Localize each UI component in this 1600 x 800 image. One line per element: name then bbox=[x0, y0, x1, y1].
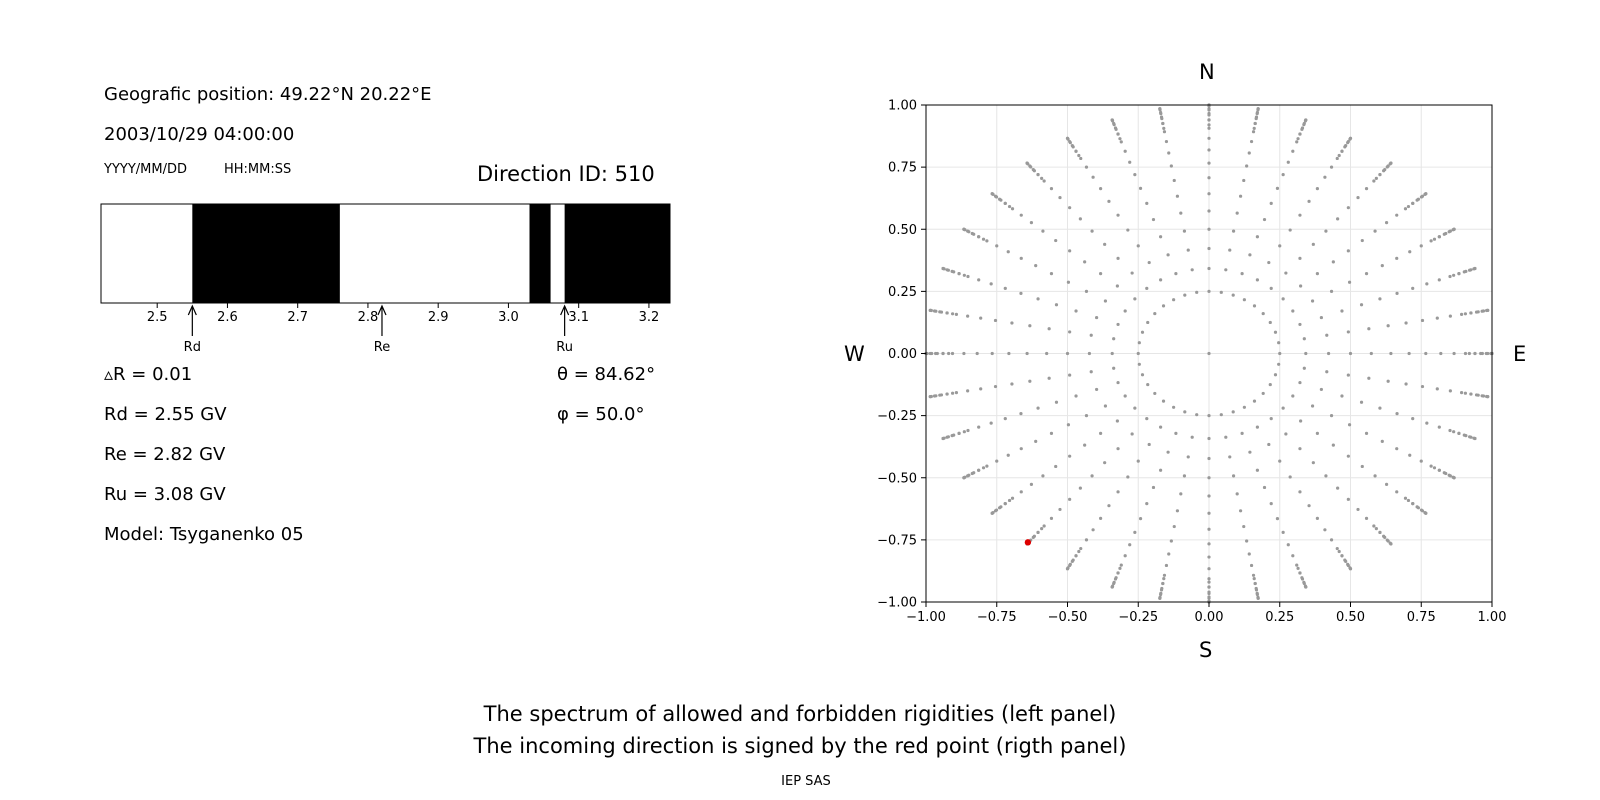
forbidden-band-2 bbox=[564, 204, 670, 303]
compass-west: W bbox=[844, 342, 865, 366]
marker-label-ru: Ru bbox=[556, 340, 573, 355]
forbidden-band-1 bbox=[529, 204, 551, 303]
caption-line-1: The spectrum of allowed and forbidden ri… bbox=[483, 702, 1117, 726]
spectrum-tick-label: 2.6 bbox=[217, 310, 238, 325]
geographic-position: Geografic position: 49.22°N 20.22°E bbox=[104, 84, 432, 105]
ru-value: Ru = 3.08 GV bbox=[104, 484, 226, 505]
re-value: Re = 2.82 GV bbox=[104, 444, 226, 465]
spectrum-tick-label: 2.7 bbox=[287, 310, 308, 325]
credit: IEP SAS bbox=[781, 774, 831, 789]
time-format-label: HH:MM:SS bbox=[224, 162, 292, 177]
rd-value: Rd = 2.55 GV bbox=[104, 404, 227, 425]
delta-r: ▵R = 0.01 bbox=[104, 364, 193, 385]
compass-south: S bbox=[1199, 638, 1213, 662]
direction-id: Direction ID: 510 bbox=[477, 162, 655, 186]
spectrum-tick-label: 2.8 bbox=[358, 310, 379, 325]
spectrum-tick-label: 3.1 bbox=[568, 310, 589, 325]
compass-north: N bbox=[1199, 60, 1215, 84]
spectrum-tick-label: 2.9 bbox=[428, 310, 449, 325]
spectrum-tick-label: 3.2 bbox=[639, 310, 660, 325]
model-name: Model: Tsyganenko 05 bbox=[104, 524, 304, 545]
forbidden-band-0 bbox=[192, 204, 340, 303]
spectrum-tick-label: 2.5 bbox=[147, 310, 168, 325]
marker-arrowhead bbox=[377, 304, 387, 316]
datetime: 2003/10/29 04:00:00 bbox=[104, 124, 295, 145]
marker-arrowhead bbox=[560, 304, 570, 316]
phi-value: φ = 50.0° bbox=[557, 404, 645, 425]
compass-east: E bbox=[1513, 342, 1527, 366]
spectrum-frame bbox=[100, 203, 671, 304]
marker-label-rd: Rd bbox=[184, 340, 201, 355]
marker-arrowhead bbox=[187, 304, 197, 316]
theta-value: θ = 84.62° bbox=[557, 364, 656, 385]
spectrum-tick-label: 3.0 bbox=[498, 310, 519, 325]
date-format-label: YYYY/MM/DD bbox=[104, 162, 187, 177]
marker-label-re: Re bbox=[374, 340, 390, 355]
caption-line-2: The incoming direction is signed by the … bbox=[473, 734, 1127, 758]
